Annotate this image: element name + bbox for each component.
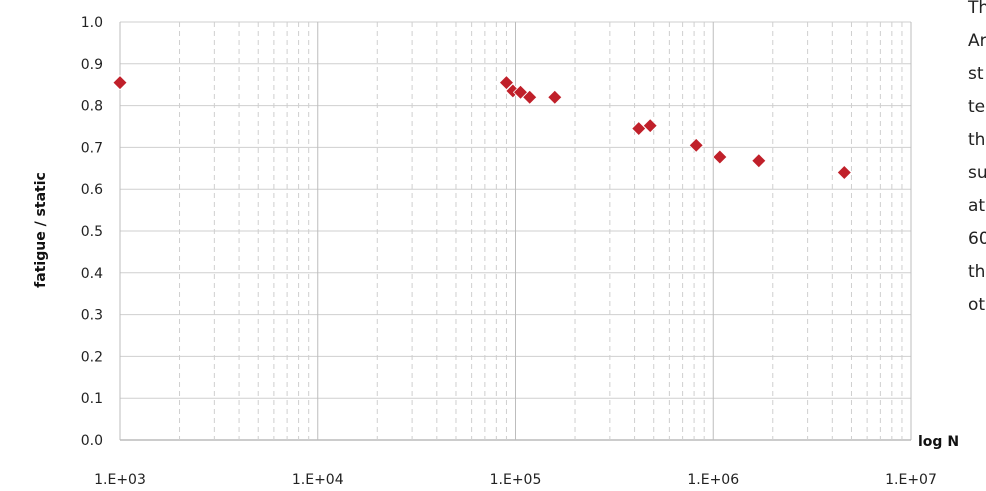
side-text-line: st xyxy=(968,64,984,84)
side-text-line: Ar xyxy=(968,31,986,51)
x-tick-label: 1.E+07 xyxy=(885,472,937,488)
data-point xyxy=(712,149,728,165)
data-point xyxy=(836,164,852,181)
x-tick-labels: 1.E+03 1.E+04 1.E+05 1.E+06 1.E+07 xyxy=(94,472,937,488)
data-points xyxy=(112,75,852,181)
y-tick-label: 0.7 xyxy=(81,140,103,156)
y-tick-label: 0.2 xyxy=(81,349,103,365)
x-tick-label: 1.E+03 xyxy=(94,472,146,488)
side-text-line: 60 xyxy=(968,229,986,249)
data-point xyxy=(751,153,767,169)
y-tick-labels: 0.0 0.1 0.2 0.3 0.4 0.5 0.6 0.7 0.8 0.9 1.0 xyxy=(81,15,103,449)
cropped-side-text: Th Ar st te th su at 60 th ot xyxy=(968,0,986,322)
x-tick-label: 1.E+04 xyxy=(292,472,344,488)
grid xyxy=(119,21,912,441)
x-axis-label: log N xyxy=(918,434,959,450)
y-tick-label: 0.6 xyxy=(81,182,103,198)
y-tick-label: 0.0 xyxy=(81,433,103,449)
data-point xyxy=(112,75,128,91)
side-text-line: su xyxy=(968,163,986,183)
side-text-line: Th xyxy=(968,0,986,18)
data-point xyxy=(547,89,563,105)
data-point xyxy=(642,118,658,134)
side-text-line: at xyxy=(968,196,986,216)
data-point xyxy=(522,89,538,105)
data-point xyxy=(688,137,704,153)
y-tick-label: 0.3 xyxy=(81,308,103,324)
y-tick-label: 0.4 xyxy=(81,266,103,282)
data-point xyxy=(631,121,647,137)
x-tick-label: 1.E+05 xyxy=(490,472,542,488)
side-text-line: th xyxy=(968,130,986,150)
y-tick-label: 0.1 xyxy=(81,391,103,407)
y-tick-label: 0.9 xyxy=(81,57,103,73)
side-text-line: th xyxy=(968,262,986,282)
x-tick-label: 1.E+06 xyxy=(687,472,739,488)
y-axis-label: fatigue / static xyxy=(33,172,49,288)
y-tick-label: 0.5 xyxy=(81,224,103,240)
side-text-line: ot xyxy=(968,295,986,315)
y-tick-label: 0.8 xyxy=(81,99,103,115)
y-tick-label: 1.0 xyxy=(81,15,103,31)
side-text-line: te xyxy=(968,97,986,117)
data-point xyxy=(498,75,515,91)
